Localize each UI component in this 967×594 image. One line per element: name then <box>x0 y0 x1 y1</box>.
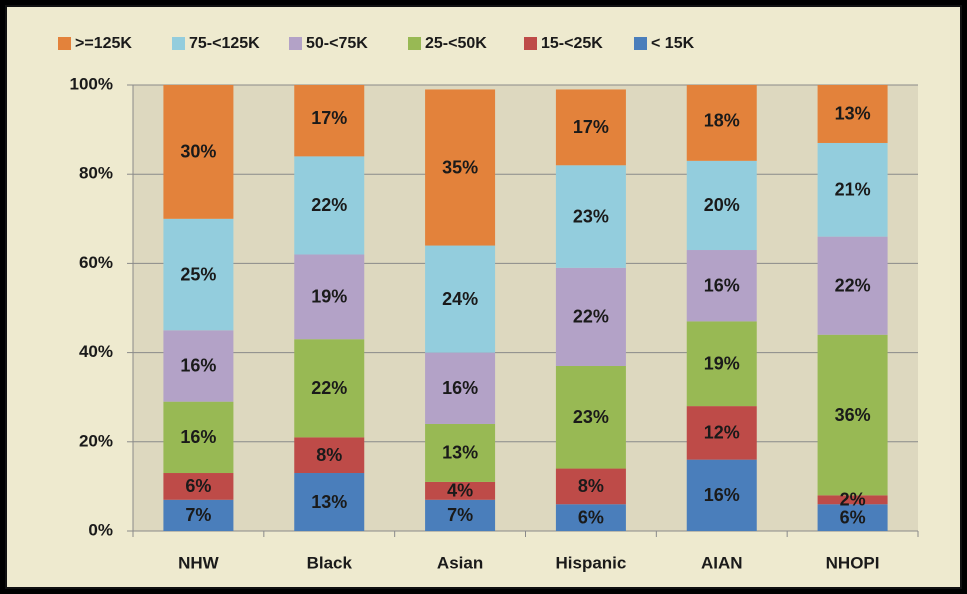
data-label: 19% <box>311 287 347 307</box>
data-label: 6% <box>578 507 604 527</box>
bar-segment <box>555 365 626 469</box>
bar-segment <box>425 352 496 424</box>
bar-segment <box>817 495 888 505</box>
bar-segment <box>817 85 888 143</box>
legend-swatch <box>408 37 421 50</box>
data-label: 23% <box>573 407 609 427</box>
data-label: 8% <box>316 445 342 465</box>
legend-label: < 15K <box>651 35 695 52</box>
bar-segment <box>686 160 757 251</box>
bar-segment <box>294 437 365 474</box>
bar-segment <box>294 85 365 157</box>
bar-segment <box>555 468 626 505</box>
x-tick-label: AIAN <box>701 553 743 572</box>
data-label: 35% <box>442 157 478 177</box>
bar-segment <box>817 504 888 531</box>
plot-area <box>133 85 918 531</box>
y-tick-label: 40% <box>79 342 113 361</box>
y-tick-label: 100% <box>70 74 113 93</box>
bar-segment <box>163 401 234 474</box>
legend-label: 50-<75K <box>306 35 368 52</box>
bar-segment <box>817 236 888 335</box>
data-label: 6% <box>840 507 866 527</box>
data-label: 2% <box>840 490 866 510</box>
bar-segment <box>817 142 888 237</box>
data-label: 36% <box>835 405 871 425</box>
bar-segment <box>425 89 496 246</box>
data-label: 23% <box>573 206 609 226</box>
bar-segment <box>425 245 496 353</box>
y-tick-label: 20% <box>79 431 113 450</box>
bar-segment <box>686 406 757 460</box>
bar-segment <box>163 473 234 500</box>
data-label: 22% <box>835 275 871 295</box>
bar-segment <box>686 85 757 161</box>
data-label: 20% <box>704 195 740 215</box>
y-tick-label: 80% <box>79 164 113 183</box>
data-label: 16% <box>704 275 740 295</box>
bar-segment <box>294 254 365 340</box>
bar-segment <box>555 89 626 166</box>
data-label: 16% <box>704 485 740 505</box>
legend-label: 75-<125K <box>189 35 260 52</box>
legend-label: 25-<50K <box>425 35 487 52</box>
data-label: 16% <box>180 427 216 447</box>
legend-swatch <box>289 37 302 50</box>
data-label: 8% <box>578 476 604 496</box>
data-label: 4% <box>447 481 473 501</box>
bar-segment <box>163 85 234 219</box>
legend-swatch <box>172 37 185 50</box>
bar-segment <box>425 423 496 482</box>
x-tick-label: Asian <box>437 553 483 572</box>
legend-swatch <box>634 37 647 50</box>
bar-segment <box>817 334 888 496</box>
bar-segment <box>555 504 626 531</box>
data-label: 17% <box>311 108 347 128</box>
bar-segment <box>163 330 234 402</box>
x-tick-label: Hispanic <box>555 553 626 572</box>
data-label: 22% <box>573 307 609 327</box>
data-label: 7% <box>447 505 473 525</box>
legend-swatch <box>524 37 537 50</box>
bar-segment <box>163 499 234 531</box>
data-label: 19% <box>704 354 740 374</box>
data-label: 24% <box>442 289 478 309</box>
bar-segment <box>686 321 757 407</box>
bar-segment <box>425 499 496 531</box>
data-label: 21% <box>835 180 871 200</box>
data-label: 12% <box>704 423 740 443</box>
x-tick-label: Black <box>307 553 353 572</box>
data-label: 13% <box>835 104 871 124</box>
bar-segment <box>686 459 757 531</box>
data-label: 16% <box>180 356 216 376</box>
bar-segment <box>686 250 757 322</box>
bar-segment <box>294 473 365 531</box>
data-label: 18% <box>704 110 740 130</box>
data-label: 16% <box>442 378 478 398</box>
data-label: 30% <box>180 142 216 162</box>
data-label: 25% <box>180 264 216 284</box>
data-label: 22% <box>311 378 347 398</box>
y-tick-label: 60% <box>79 253 113 272</box>
bar-segment <box>555 267 626 366</box>
y-tick-label: 0% <box>88 520 113 539</box>
bar-segment <box>163 218 234 331</box>
data-label: 7% <box>185 505 211 525</box>
data-label: 13% <box>311 492 347 512</box>
data-label: 17% <box>573 117 609 137</box>
data-label: 6% <box>185 476 211 496</box>
data-label: 13% <box>442 443 478 463</box>
bar-segment <box>294 339 365 438</box>
bar-segment <box>294 156 365 255</box>
bar-segment <box>425 481 496 500</box>
x-tick-label: NHW <box>178 553 220 572</box>
legend-label: >=125K <box>75 35 132 52</box>
data-label: 22% <box>311 195 347 215</box>
legend-swatch <box>58 37 71 50</box>
bar-segment <box>555 165 626 268</box>
x-tick-label: NHOPI <box>826 553 880 572</box>
legend-label: 15-<25K <box>541 35 603 52</box>
